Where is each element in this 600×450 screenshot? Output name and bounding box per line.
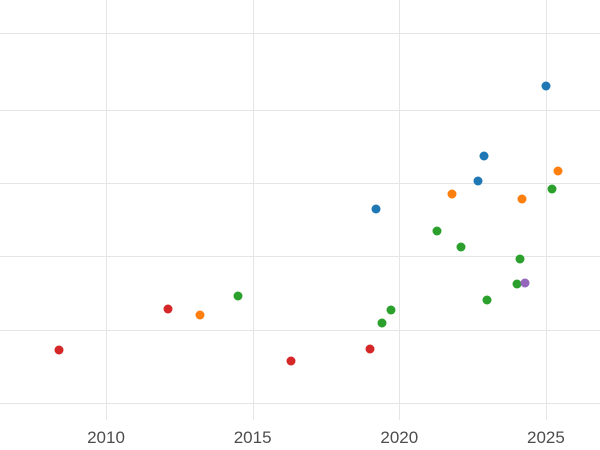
gridline-horizontal xyxy=(0,110,600,111)
x-axis: 2010 2015 2020 2025 xyxy=(0,420,600,450)
data-point-blue xyxy=(479,151,489,161)
data-point-green xyxy=(482,295,492,305)
data-point-red xyxy=(54,345,64,355)
data-point-blue xyxy=(371,204,381,214)
x-tick-label: 2015 xyxy=(233,428,272,447)
gridline-vertical xyxy=(106,0,107,420)
gridline-horizontal xyxy=(0,33,600,34)
gridline-horizontal xyxy=(0,256,600,257)
data-point-orange xyxy=(447,189,457,199)
gridline-vertical xyxy=(399,0,401,420)
data-point-green xyxy=(377,318,387,328)
plot-area xyxy=(0,0,600,420)
data-point-orange xyxy=(553,166,563,176)
data-point-green xyxy=(515,254,525,264)
data-point-orange xyxy=(517,194,527,204)
data-point-red xyxy=(286,356,296,366)
data-point-red xyxy=(365,344,375,354)
data-point-blue xyxy=(541,81,551,91)
data-point-blue xyxy=(473,176,483,186)
x-tick-label: 2010 xyxy=(87,428,125,447)
data-point-purple xyxy=(520,278,530,288)
data-point-red xyxy=(163,304,173,314)
data-point-green xyxy=(512,279,522,289)
gridline-horizontal xyxy=(0,403,600,404)
gridline-vertical xyxy=(252,0,254,420)
data-point-orange xyxy=(195,310,205,320)
data-point-green xyxy=(386,305,395,315)
data-point-green xyxy=(547,184,557,194)
gridline-horizontal xyxy=(0,183,600,184)
x-tick-label: 2025 xyxy=(527,428,565,447)
data-point-green xyxy=(456,242,466,252)
data-point-green xyxy=(432,226,442,236)
x-tick-label: 2020 xyxy=(380,428,419,447)
gridline-vertical xyxy=(545,0,547,420)
data-point-green xyxy=(233,291,243,301)
gridline-horizontal xyxy=(0,330,600,331)
